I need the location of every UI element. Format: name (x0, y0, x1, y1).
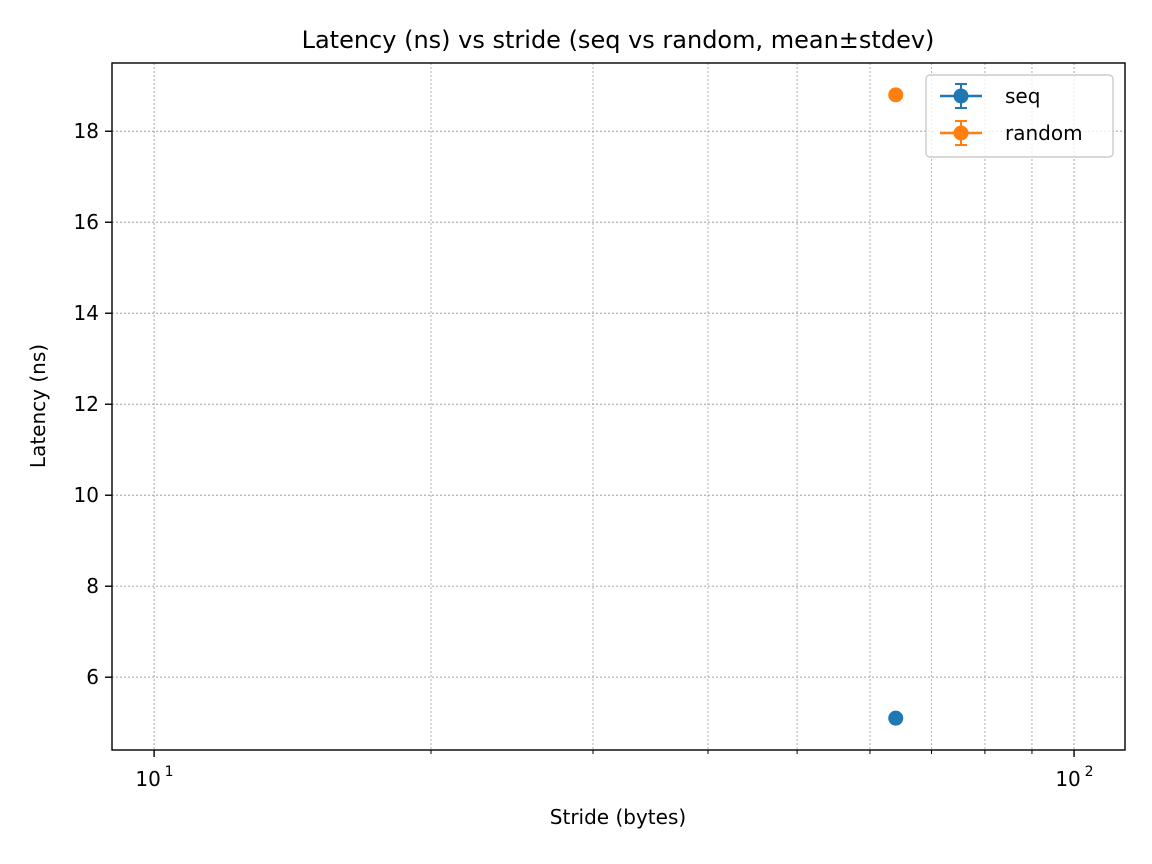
y-tick-label: 8 (86, 574, 99, 598)
y-axis: 6 8 10 12 14 16 18 (74, 119, 112, 689)
x-tick-label-exponent: 1 (165, 764, 174, 780)
legend-label-random: random (1005, 121, 1083, 145)
chart-title: Latency (ns) vs stride (seq vs random, m… (302, 26, 935, 54)
y-tick-label: 10 (74, 483, 99, 507)
x-tick-label: 10 (135, 767, 160, 791)
grid (112, 63, 1125, 750)
y-tick-label: 18 (74, 119, 99, 143)
legend: seq random (925, 74, 1114, 158)
plot-frame (111, 62, 1126, 751)
y-tick-label: 16 (74, 210, 99, 234)
y-tick-label: 12 (74, 392, 99, 416)
x-axis: 10 1 10 2 (135, 750, 1094, 791)
plot-marks (888, 87, 904, 726)
legend-label-seq: seq (1005, 84, 1040, 108)
y-tick-label: 14 (74, 301, 99, 325)
y-axis-label: Latency (ns) (26, 344, 50, 468)
legend-marker-seq (953, 88, 969, 104)
x-axis-label: Stride (bytes) (550, 805, 686, 829)
x-tick-label-exponent: 2 (1085, 764, 1094, 780)
legend-marker-random (953, 125, 969, 141)
y-tick-label: 6 (86, 665, 99, 689)
x-tick-label: 10 (1055, 767, 1080, 791)
data-point-seq (888, 710, 904, 726)
data-point-random (888, 87, 904, 103)
